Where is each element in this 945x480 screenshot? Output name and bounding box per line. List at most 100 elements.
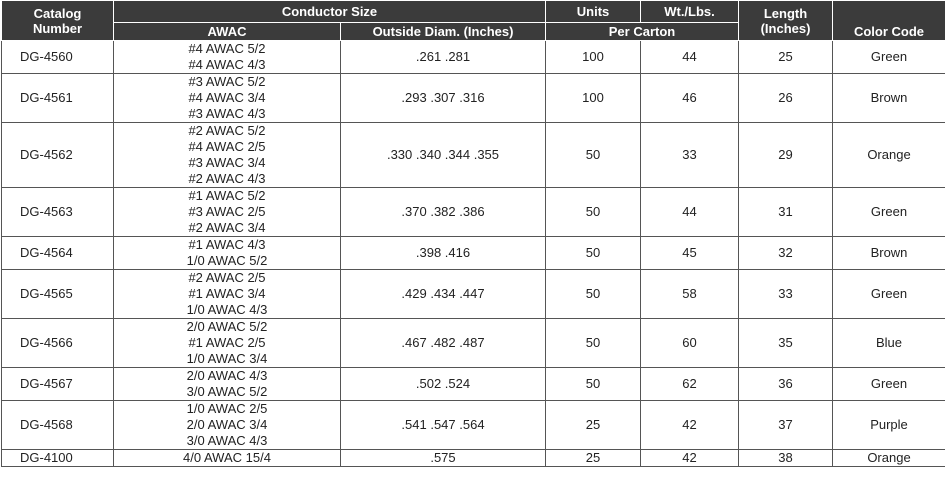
length-cell: 33 (738, 269, 833, 319)
awac-cell: #1 AWAC 4/3 1/0 AWAC 5/2 (113, 236, 341, 270)
length-cell: 35 (738, 318, 833, 368)
header-cell: Length (Inches) (738, 0, 833, 41)
cell-line: #2 AWAC 2/5 (188, 270, 266, 285)
od-cell: .293 .307 .316 (340, 73, 546, 123)
cell-line: #2 AWAC 4/3 (188, 171, 266, 186)
od-cell: .370 .382 .386 (340, 187, 546, 237)
header-cell: AWAC (113, 22, 341, 41)
cell-line: 4/0 AWAC 15/4 (183, 450, 271, 465)
cell-line: 1/0 AWAC 5/2 (186, 253, 268, 268)
od-cell: .398 .416 (340, 236, 546, 270)
units-cell: 50 (545, 367, 641, 401)
catalog-cell: DG-4566 (1, 318, 114, 368)
awac-cell: #4 AWAC 5/2 #4 AWAC 4/3 (113, 40, 341, 74)
catalog-cell: DG-4564 (1, 236, 114, 270)
cell-line: Catalog (33, 5, 82, 21)
table-header: Catalog Number Conductor Size Units Wt./Lbs.… (1, 0, 945, 41)
product-table: Catalog Number Conductor Size Units Wt./Lbs.… (1, 0, 945, 467)
od-cell: .541 .547 .564 (340, 400, 546, 450)
weight-cell: 60 (640, 318, 739, 368)
color-cell: Green (832, 40, 945, 74)
weight-cell: 33 (640, 122, 739, 188)
cell-line: 2/0 AWAC 5/2 (186, 319, 268, 334)
cell-line: #1 AWAC 2/5 (188, 335, 266, 350)
table-row: DG-4561 #3 AWAC 5/2 #4 AWAC 3/4 #3 AWAC 4/3… (1, 73, 945, 123)
units-cell: 100 (545, 73, 641, 123)
table-row: DG-4100 4/0 AWAC 15/4 .575 25 42 38 Orange (1, 449, 945, 467)
units-cell: 25 (545, 400, 641, 450)
color-cell: Brown (832, 236, 945, 270)
units-cell: 50 (545, 236, 641, 270)
weight-cell: 42 (640, 400, 739, 450)
cell-line: 1/0 AWAC 3/4 (186, 351, 268, 366)
cell-line: #2 AWAC 5/2 (188, 123, 266, 138)
cell-line: #4 AWAC 2/5 (188, 139, 266, 154)
header-row: Catalog Number Conductor Size Units Wt./Lbs.… (1, 0, 945, 41)
table-row: DG-4562 #2 AWAC 5/2 #4 AWAC 2/5 #3 AWAC 3/4… (1, 122, 945, 188)
table-row: DG-4560 #4 AWAC 5/2 #4 AWAC 4/3.261 .281 10… (1, 40, 945, 74)
units-cell: 100 (545, 40, 641, 74)
header-row: AWAC Outside Diam. (Inches) Per Carton (2, 22, 945, 41)
weight-cell: 44 (640, 40, 739, 74)
cell-line: Length (763, 5, 808, 21)
header-cell: Color Code (832, 0, 945, 41)
length-cell: 37 (738, 400, 833, 450)
color-cell: Orange (832, 122, 945, 188)
color-cell: Green (832, 367, 945, 401)
color-cell: Purple (832, 400, 945, 450)
awac-cell: 1/0 AWAC 2/5 2/0 AWAC 3/4 3/0 AWAC 4/3 (113, 400, 341, 450)
length-cell: 38 (738, 449, 833, 467)
cell-line: 3/0 AWAC 5/2 (186, 384, 268, 399)
length-cell: 32 (738, 236, 833, 270)
length-cell: 31 (738, 187, 833, 237)
table-row: DG-4564 #1 AWAC 4/3 1/0 AWAC 5/2.398 .416 5… (1, 236, 945, 270)
cell-line: #3 AWAC 3/4 (188, 155, 266, 170)
awac-cell: 2/0 AWAC 5/2 #1 AWAC 2/5 1/0 AWAC 3/4 (113, 318, 341, 368)
od-cell: .502 .524 (340, 367, 546, 401)
cell-line: #4 AWAC 4/3 (188, 57, 266, 72)
catalog-cell: DG-4568 (1, 400, 114, 450)
units-cell: 50 (545, 187, 641, 237)
awac-cell: 4/0 AWAC 15/4 (113, 449, 341, 467)
awac-cell: 2/0 AWAC 4/3 3/0 AWAC 5/2 (113, 367, 341, 401)
length-cell: 36 (738, 367, 833, 401)
awac-cell: #2 AWAC 5/2 #4 AWAC 2/5 #3 AWAC 3/4 #2 AWAC… (113, 122, 341, 188)
color-cell: Orange (832, 449, 945, 467)
od-cell: .261 .281 (340, 40, 546, 74)
table-body: DG-4560 #4 AWAC 5/2 #4 AWAC 4/3.261 .281 10… (1, 40, 945, 467)
catalog-cell: DG-4563 (1, 187, 114, 237)
cell-line: #1 AWAC 5/2 (188, 188, 266, 203)
cell-line: 1/0 AWAC 2/5 (186, 401, 268, 416)
catalog-cell: DG-4567 (1, 367, 114, 401)
table-row: DG-4566 2/0 AWAC 5/2 #1 AWAC 2/5 1/0 AWAC 3… (1, 318, 945, 368)
units-cell: 50 (545, 122, 641, 188)
color-cell: Green (832, 187, 945, 237)
awac-cell: #2 AWAC 2/5 #1 AWAC 3/4 1/0 AWAC 4/3 (113, 269, 341, 319)
units-cell: 50 (545, 318, 641, 368)
weight-cell: 62 (640, 367, 739, 401)
od-cell: .575 (340, 449, 546, 467)
header-cell: Units (545, 0, 641, 23)
table-row: DG-4567 2/0 AWAC 4/3 3/0 AWAC 5/2.502 .524… (1, 367, 945, 401)
awac-cell: #3 AWAC 5/2 #4 AWAC 3/4 #3 AWAC 4/3 (113, 73, 341, 123)
cell-line: (Inches) (760, 20, 811, 36)
catalog-cell: DG-4565 (1, 269, 114, 319)
color-cell: Brown (832, 73, 945, 123)
od-cell: .429 .434 .447 (340, 269, 546, 319)
header-cell: Conductor Size (113, 0, 546, 23)
table-row: DG-4565 #2 AWAC 2/5 #1 AWAC 3/4 1/0 AWAC 4/… (1, 269, 945, 319)
cell-line: #3 AWAC 4/3 (188, 106, 266, 121)
length-cell: 29 (738, 122, 833, 188)
od-cell: .467 .482 .487 (340, 318, 546, 368)
weight-cell: 58 (640, 269, 739, 319)
length-cell: 26 (738, 73, 833, 123)
catalog-cell: DG-4561 (1, 73, 114, 123)
header-cell: Per Carton (545, 22, 739, 41)
cell-line: #4 AWAC 5/2 (188, 41, 266, 56)
cell-line: #1 AWAC 3/4 (188, 286, 266, 301)
od-cell: .330 .340 .344 .355 (340, 122, 546, 188)
cell-line: Number (32, 20, 83, 36)
color-cell: Green (832, 269, 945, 319)
